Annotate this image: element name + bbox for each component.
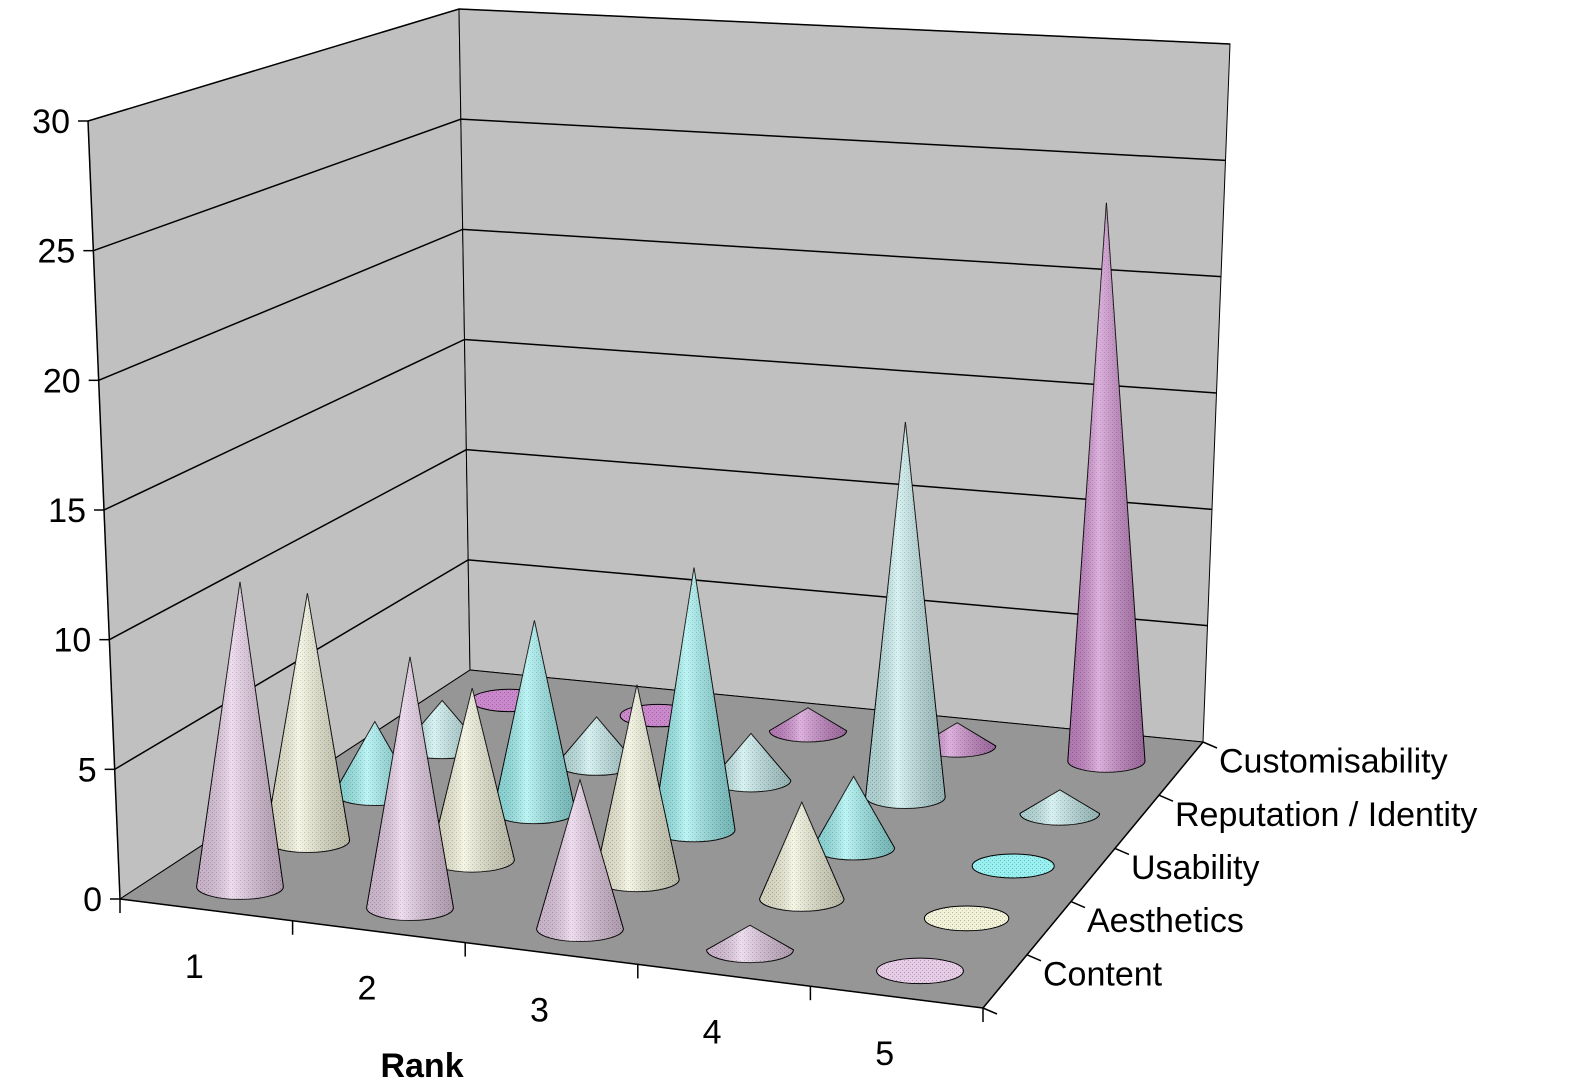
x-tick-label: 1 [185, 948, 204, 986]
cone [876, 957, 964, 985]
cone-base [971, 853, 1055, 879]
cone-shade [865, 422, 946, 809]
gridlines [87, 8, 1231, 770]
cone [865, 421, 946, 809]
z-tick-mark [1158, 794, 1174, 802]
cone-shade [653, 567, 735, 842]
y-tick-label: 5 [78, 751, 97, 789]
z-tick-mark [1070, 900, 1086, 909]
y-tick-label: 25 [38, 233, 76, 271]
cone-shade [594, 684, 680, 892]
cone-shade [366, 656, 454, 921]
x-tick-label: 4 [703, 1013, 722, 1051]
y-tick-label: 0 [83, 881, 102, 919]
z-tick-mark [982, 1007, 998, 1015]
z-tick-mark [1026, 954, 1042, 962]
gridline-30 [87, 8, 1231, 122]
x-axis-title: Rank [380, 1047, 463, 1085]
gridline-25 [93, 118, 1226, 252]
gridline-15 [103, 338, 1217, 511]
cone-shade [430, 688, 515, 873]
cone-base [876, 957, 964, 985]
cone-shade [1067, 202, 1145, 773]
series-label: Content [1043, 955, 1163, 993]
cone [923, 905, 1010, 932]
cone-shade [536, 780, 624, 942]
cone-shade [196, 581, 284, 900]
cone [706, 924, 794, 964]
cone-shade [706, 925, 794, 963]
cone [768, 707, 848, 743]
cone-shade [265, 593, 350, 853]
gridline-10 [108, 448, 1213, 641]
gridline-20 [98, 228, 1222, 382]
y-tick-label: 10 [54, 622, 92, 660]
cone-shade [1020, 789, 1100, 826]
cone-shade [759, 802, 844, 912]
x-tick-label: 3 [530, 992, 549, 1030]
cone-shade [556, 717, 637, 776]
z-tick-mark [1114, 847, 1130, 856]
y-tick-label: 30 [32, 103, 70, 141]
x-axis-line [119, 898, 984, 1009]
cone [196, 581, 284, 900]
cone [536, 778, 624, 943]
cone-shade [812, 776, 895, 860]
series-label: Customisability [1219, 743, 1448, 781]
x-tick-label: 2 [357, 970, 376, 1008]
cone [971, 853, 1055, 879]
series-label: Reputation / Identity [1175, 796, 1477, 834]
cone-shade [711, 733, 791, 792]
cone-base [923, 905, 1010, 932]
series-label: Usability [1131, 849, 1259, 887]
cones [196, 202, 1146, 985]
cone [759, 801, 845, 912]
cone [366, 656, 454, 921]
cone [1019, 789, 1101, 826]
z-axis-line [982, 741, 1204, 1009]
cone-shade [493, 620, 576, 824]
cone [1067, 202, 1146, 773]
cone-shade [769, 707, 847, 742]
x-tick-label: 5 [875, 1035, 894, 1073]
labels: 0 5 10 15 20 25 30 1 2 3 4 5 Rank Content Aesthetics Us… [32, 103, 1477, 1085]
series-label: Aesthetics [1087, 902, 1244, 940]
z-tick-mark [1202, 741, 1218, 749]
y-tick-label: 20 [43, 362, 81, 400]
axes [78, 120, 1218, 1022]
y-tick-label: 15 [48, 492, 86, 530]
